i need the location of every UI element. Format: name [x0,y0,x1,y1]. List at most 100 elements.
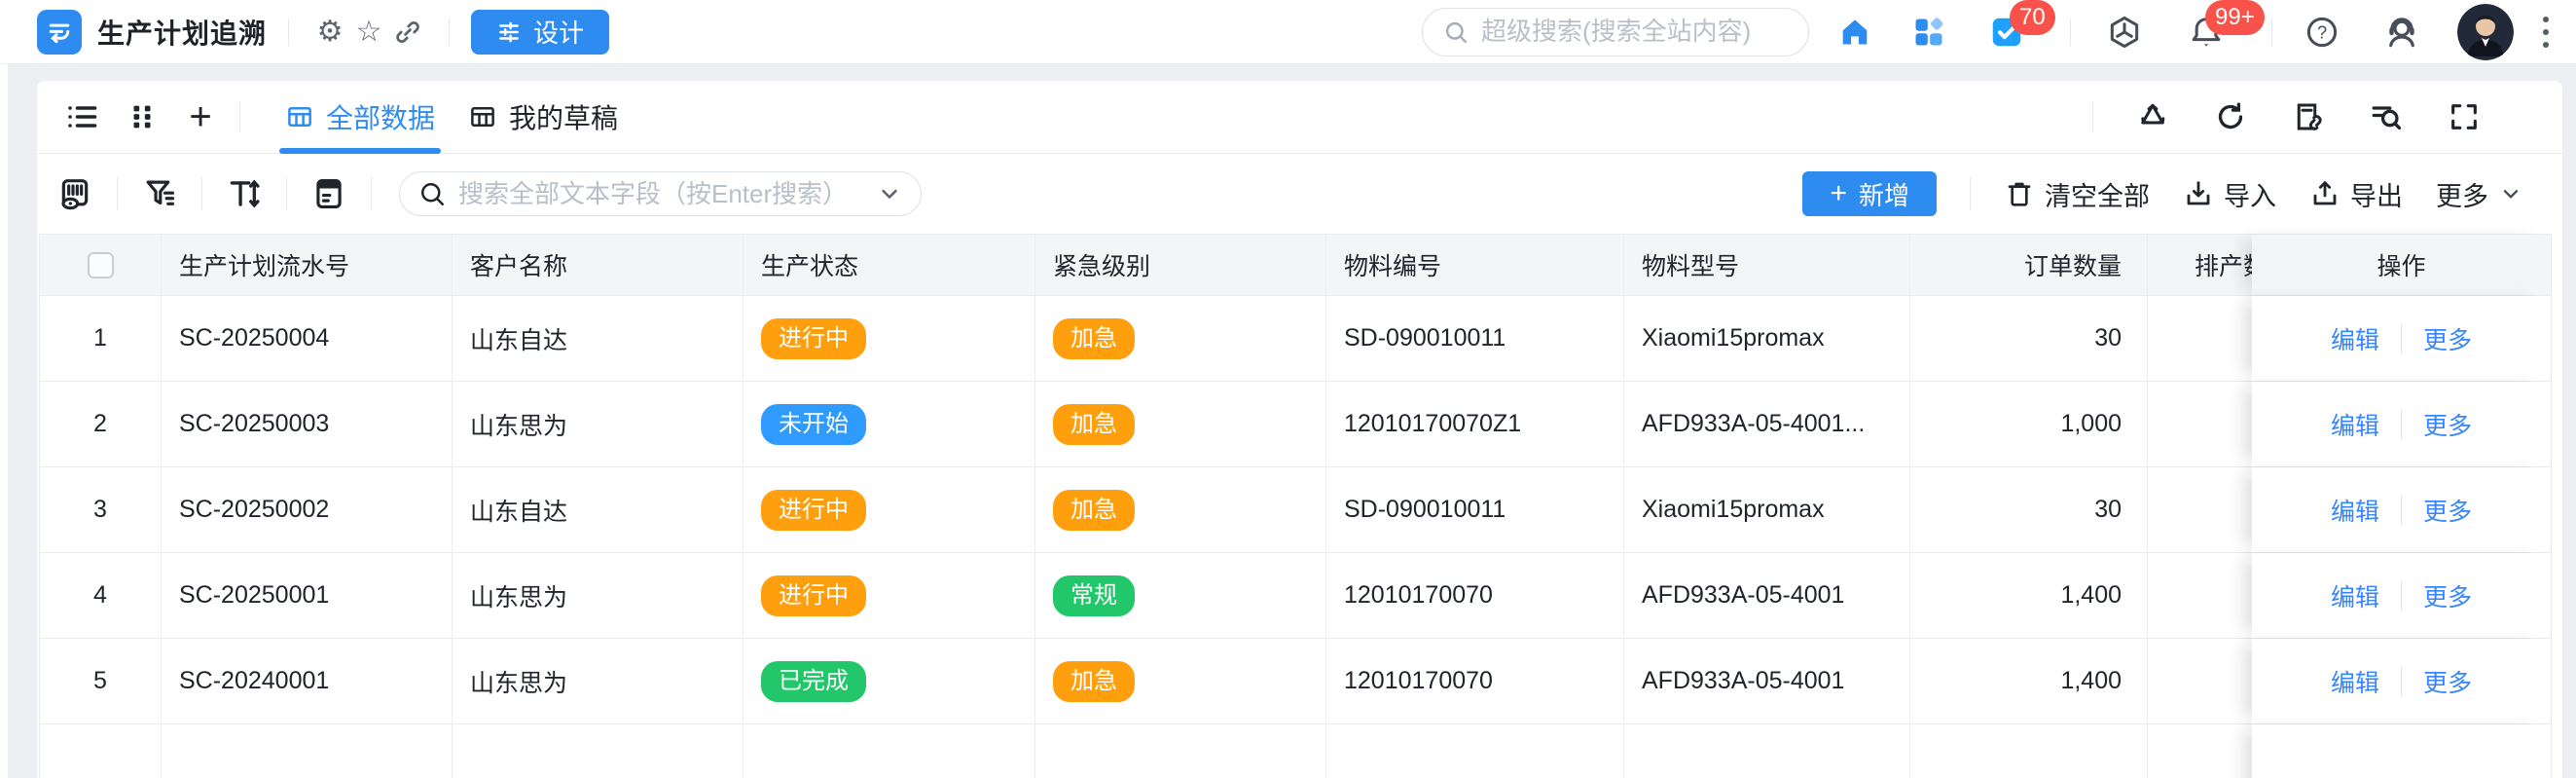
table-row[interactable]: 5 SC-20240001 山东思为 已完成 加急 12010170070 AF… [40,638,2551,723]
status-badge: 已完成 [761,660,866,702]
cell-scheduled [2148,467,2252,552]
col-header[interactable]: 客户名称 [453,235,744,295]
col-header[interactable]: 生产计划流水号 [162,235,453,295]
more-button[interactable]: 更多 [2436,175,2523,213]
user-avatar[interactable] [2457,3,2514,60]
col-header[interactable]: 生产状态 [744,235,1035,295]
cell-model: Xiaomi15promax [1624,467,1910,552]
divider [371,177,372,210]
table-row[interactable]: 4 SC-20250001 山东思为 进行中 常规 12010170070 AF… [40,552,2551,638]
cell-model: AFD933A-05-4001 [1624,639,1910,723]
app-logo-icon[interactable] [37,9,82,55]
field-search[interactable] [399,171,922,216]
list-view-icon[interactable] [60,95,103,138]
refresh-icon[interactable] [2212,98,2249,135]
cell-actions: 编辑 更多 [2252,467,2551,552]
divider [2401,323,2402,353]
field-search-input[interactable] [458,178,876,209]
favorite-star-icon[interactable]: ☆ [355,15,382,48]
apps-grid-icon[interactable] [1908,12,1949,53]
recycle-bin-icon[interactable] [2134,98,2171,135]
global-search[interactable] [1422,7,1809,56]
search-in-table-icon[interactable] [2368,98,2405,135]
home-icon[interactable] [1834,12,1875,53]
filter-icon[interactable] [137,171,182,216]
urgency-badge: 常规 [1053,574,1135,616]
more-vertical-icon[interactable] [2537,11,2555,54]
field-display-icon[interactable] [53,171,97,216]
more-link[interactable]: 更多 [2423,669,2473,697]
cell-scheduled [2148,382,2252,466]
edit-link[interactable]: 编辑 [2330,669,2379,697]
col-header[interactable]: 紧急级别 [1035,235,1326,295]
todo-check-icon[interactable]: 70 [1986,0,2055,53]
cell-actions: 编辑 更多 [2252,639,2551,723]
cell-model: AFD933A-05-4001... [1624,382,1910,466]
cell-urgency: 加急 [1035,467,1326,552]
urgency-badge: 加急 [1053,489,1135,531]
cell-status: 未开始 [744,382,1035,466]
support-headset-icon[interactable] [2381,12,2422,53]
col-header-clipped[interactable]: 排产数 [2195,253,2268,280]
cell-customer: 山东思为 [453,553,744,638]
add-record-button[interactable]: + 新增 [1802,171,1937,216]
cell-customer: 山东思为 [453,639,744,723]
row-index: 4 [40,553,162,638]
table-header-row: 生产计划流水号 客户名称 生产状态 紧急级别 物料编号 物料型号 订单数量 排产… [40,235,2551,295]
divider [2401,495,2402,525]
cell-customer: 山东思为 [453,382,744,466]
chevron-down-icon [2503,190,2519,199]
tab-all-data[interactable]: 全部数据 [279,81,442,154]
tab-my-drafts[interactable]: 我的草稿 [462,81,624,154]
settings-gear-icon[interactable]: ⚙ [316,15,344,48]
cell-urgency: 常规 [1035,553,1326,638]
cell-actions: 编辑 更多 [2252,382,2551,466]
fullscreen-icon[interactable] [2446,98,2483,135]
select-all-checkbox[interactable] [87,251,114,278]
more-link[interactable]: 更多 [2423,412,2473,440]
cell-serial: SC-20250002 [162,467,453,552]
table-row[interactable]: 1 SC-20250004 山东自达 进行中 加急 SD-090010011 X… [40,295,2551,381]
import-button[interactable]: 导入 [2183,175,2276,213]
help-icon[interactable]: ? [2302,12,2342,53]
more-link[interactable]: 更多 [2423,583,2473,611]
more-link[interactable]: 更多 [2423,326,2473,354]
cell-status: 进行中 [744,296,1035,381]
edit-link[interactable]: 编辑 [2330,583,2379,611]
edit-link[interactable]: 编辑 [2330,326,2379,354]
col-header[interactable]: 订单数量 [1910,235,2148,295]
cell-customer: 山东自达 [453,296,744,381]
urgency-badge: 加急 [1053,660,1135,702]
row-height-icon[interactable] [222,171,267,216]
form-link-icon[interactable] [2290,98,2327,135]
add-sheet-icon[interactable]: + [189,95,212,138]
chevron-down-icon[interactable] [876,180,903,207]
view-switch-icon[interactable] [307,171,351,216]
design-button[interactable]: 设计 [471,9,610,55]
edit-link[interactable]: 编辑 [2330,498,2379,526]
col-header[interactable]: 物料型号 [1624,235,1910,295]
clear-all-button[interactable]: 清空全部 [2004,175,2150,213]
row-index: 3 [40,467,162,552]
cell-serial: SC-20240001 [162,639,453,723]
global-search-input[interactable] [1481,17,1773,47]
more-link[interactable]: 更多 [2423,498,2473,526]
row-index: 2 [40,382,162,466]
table-row[interactable]: 3 SC-20250002 山东自达 进行中 加急 SD-090010011 X… [40,466,2551,552]
edit-link[interactable]: 编辑 [2330,412,2379,440]
divider [201,177,202,210]
trash-icon [2008,182,2031,206]
workflow-hexagon-icon[interactable] [2104,12,2145,53]
view-tab-bar: + 全部数据 我的草稿 [37,81,2562,154]
export-button[interactable]: 导出 [2309,175,2403,213]
notifications-bell-icon[interactable]: 99+ [2186,0,2265,53]
col-header[interactable]: 物料编号 [1326,235,1624,295]
grid-view-icon[interactable] [121,95,163,138]
cell-scheduled [2148,553,2252,638]
cell-urgency: 加急 [1035,296,1326,381]
share-link-icon[interactable] [388,13,427,52]
cell-qty: 30 [1910,296,2148,381]
table-row[interactable]: 2 SC-20250003 山东思为 未开始 加急 12010170070Z1 … [40,381,2551,466]
select-all-cell [40,235,162,295]
